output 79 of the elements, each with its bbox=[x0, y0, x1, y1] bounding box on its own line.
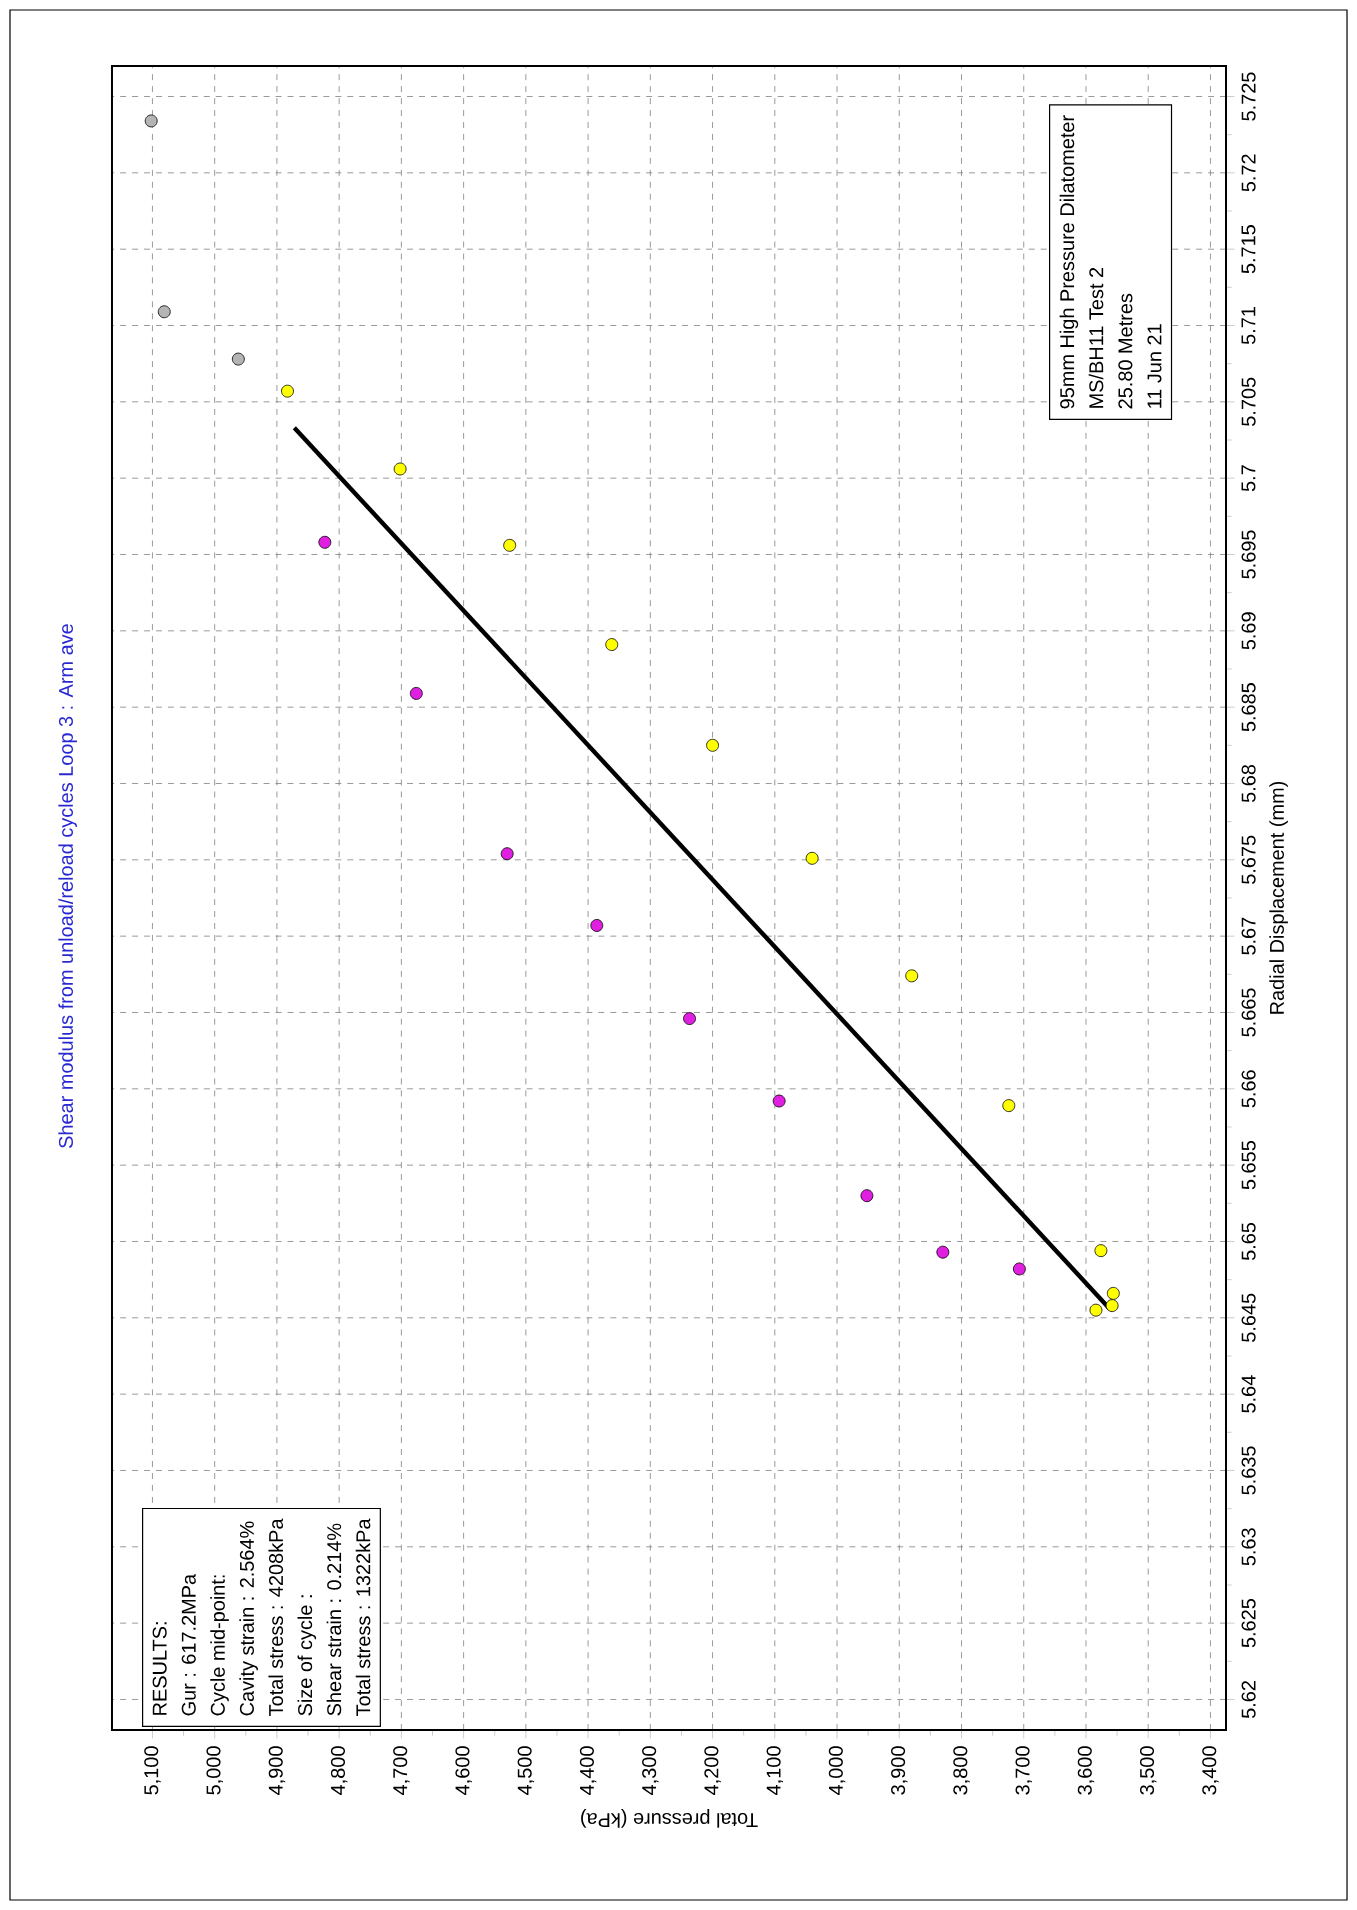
x-tick-label: 4,100 bbox=[766, 1746, 784, 1795]
point bbox=[1094, 1244, 1108, 1258]
x-tick-label: 4,900 bbox=[268, 1746, 286, 1795]
y-tick-label: 5.625 bbox=[1241, 1599, 1256, 1648]
point bbox=[605, 638, 619, 651]
annotation: Size of cycle : bbox=[297, 1595, 317, 1716]
annotation: 95mm High Pressure Dilatometer bbox=[1059, 115, 1079, 409]
point bbox=[318, 535, 332, 549]
y-tick-label: 5.725 bbox=[1241, 72, 1256, 121]
y-tick-label: 5.67 bbox=[1241, 917, 1256, 955]
point bbox=[860, 1189, 874, 1203]
x-tick-label: 5,100 bbox=[144, 1746, 161, 1795]
annotation: 25.80 Metres bbox=[1118, 293, 1133, 409]
point bbox=[905, 969, 919, 983]
y-tick-label: 5.705 bbox=[1241, 377, 1256, 426]
annotation: Total stress : 4208kPa bbox=[268, 1518, 284, 1716]
point bbox=[683, 1012, 696, 1025]
point bbox=[1105, 1299, 1119, 1312]
point bbox=[1106, 1286, 1120, 1300]
y-tick-label: 5.72 bbox=[1241, 154, 1256, 192]
y-tick-label: 5.685 bbox=[1241, 683, 1256, 732]
y-tick-label: 5.69 bbox=[1241, 612, 1256, 650]
point bbox=[936, 1245, 950, 1259]
annotation: Cycle mid-point: bbox=[210, 1575, 229, 1716]
annotation: Total stress : 1322kPa bbox=[355, 1518, 371, 1716]
point bbox=[281, 384, 294, 398]
y-tick-label: 5.68 bbox=[1241, 764, 1256, 803]
y-tick-label: 5.675 bbox=[1241, 835, 1256, 884]
x-tick-label: 4,500 bbox=[517, 1746, 535, 1795]
x-tick-label: 4,300 bbox=[642, 1746, 659, 1795]
annotation: Cavity strain : 2.564% bbox=[239, 1521, 258, 1716]
annotation: 11 Jun 21 bbox=[1147, 324, 1162, 408]
point bbox=[409, 687, 423, 700]
x-tick-label: 4,200 bbox=[704, 1746, 721, 1795]
x-tick-label: 4,600 bbox=[455, 1746, 472, 1795]
text: Shear modulus from unload/reload cycles Loop 3 : Arm ave bbox=[58, 624, 77, 1148]
x-tick-label: 5,000 bbox=[206, 1746, 223, 1795]
y-tick-label: 5.7 bbox=[1241, 465, 1256, 492]
point bbox=[805, 851, 819, 865]
annotation: RESULTS: bbox=[152, 1622, 167, 1715]
y-tick-label: 5.715 bbox=[1241, 225, 1256, 274]
annotation: Gur : 617.2MPa bbox=[181, 1573, 196, 1716]
y-axis-title: Radial Displacement (mm) bbox=[1269, 781, 1288, 1014]
x-tick-label: 3,900 bbox=[891, 1746, 908, 1795]
x-tick-label: 3,400 bbox=[1202, 1746, 1219, 1795]
point bbox=[1089, 1303, 1103, 1317]
y-tick-label: 5.635 bbox=[1241, 1446, 1256, 1495]
y-tick-label: 5.64 bbox=[1241, 1375, 1256, 1413]
x-tick-label: 3,500 bbox=[1139, 1746, 1157, 1795]
y-tick-label: 5.645 bbox=[1241, 1293, 1256, 1342]
y-tick-label: 5.63 bbox=[1241, 1528, 1256, 1566]
y-tick-label: 5.71 bbox=[1241, 307, 1256, 345]
x-tick-label: 3,700 bbox=[1015, 1746, 1032, 1795]
point bbox=[500, 847, 514, 861]
x-axis-title: Total pressure (kPa) bbox=[581, 1809, 758, 1828]
point bbox=[231, 352, 245, 366]
annotation: MS/BH11 Test 2 bbox=[1088, 267, 1104, 408]
point bbox=[772, 1094, 786, 1108]
annotation: Shear strain : 0.214% bbox=[326, 1523, 342, 1716]
y-tick-label: 5.65 bbox=[1241, 1222, 1256, 1261]
y-tick-label: 5.695 bbox=[1241, 530, 1256, 579]
x-tick-label: 3,800 bbox=[953, 1746, 970, 1795]
y-tick-label: 5.62 bbox=[1241, 1681, 1256, 1719]
y-tick-label: 5.66 bbox=[1241, 1070, 1256, 1108]
point bbox=[1012, 1262, 1026, 1276]
point bbox=[1002, 1099, 1016, 1113]
point bbox=[590, 919, 604, 932]
point bbox=[706, 738, 719, 752]
point bbox=[393, 462, 407, 476]
x-tick-label: 4,400 bbox=[579, 1746, 597, 1795]
x-tick-label: 4,700 bbox=[393, 1746, 410, 1795]
x-tick-label: 3,600 bbox=[1077, 1746, 1095, 1795]
point bbox=[144, 114, 158, 128]
y-tick-label: 5.655 bbox=[1241, 1141, 1256, 1190]
x-tick-label: 4,000 bbox=[828, 1746, 846, 1795]
x-tick-label: 4,800 bbox=[330, 1746, 348, 1795]
point bbox=[503, 538, 517, 552]
point bbox=[157, 305, 171, 319]
y-tick-label: 5.665 bbox=[1241, 988, 1256, 1037]
